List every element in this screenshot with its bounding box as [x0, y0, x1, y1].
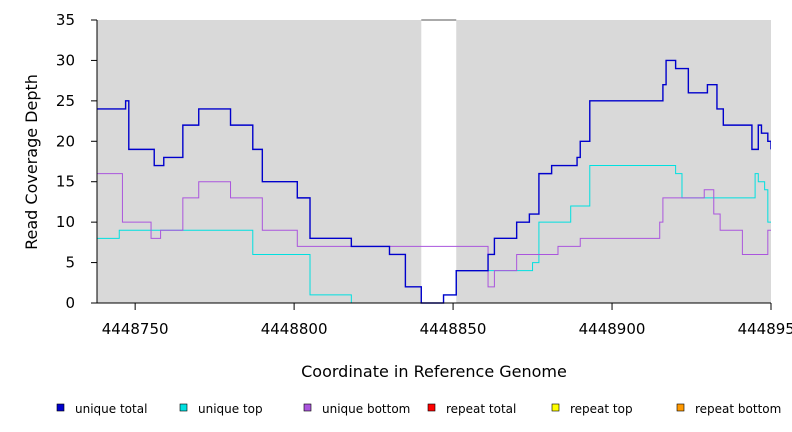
legend: unique total unique top unique bottom repea… — [56, 402, 781, 416]
x-tick-label: 4448850 — [420, 320, 487, 338]
x-tick-label: 4448900 — [579, 320, 646, 338]
legend-label-unique-total: unique total — [75, 402, 147, 416]
legend-label-repeat-top: repeat top — [570, 402, 633, 416]
y-tick-label: 10 — [56, 213, 75, 231]
legend-label-unique-top: unique top — [198, 402, 263, 416]
legend-swatch-repeat-bottom — [676, 403, 685, 412]
series-line-unique-bottom — [97, 173, 771, 288]
y-tick-label: 5 — [65, 254, 75, 272]
y-tick-label: 35 — [56, 11, 75, 29]
x-tick-label: 4448950 — [738, 320, 792, 338]
legend-label-repeat-total: repeat total — [446, 402, 516, 416]
plot-panel-right — [456, 20, 771, 303]
legend-label-unique-bottom: unique bottom — [322, 402, 410, 416]
legend-swatch-unique-top — [179, 403, 188, 412]
y-tick-label: 0 — [65, 294, 75, 312]
legend-label-repeat-bottom: repeat bottom — [695, 402, 781, 416]
legend-swatch-repeat-top — [551, 403, 560, 412]
series-line-unique-top — [97, 165, 771, 304]
axes: 0 5 10 15 20 25 30 35 4448750 4448800 4448850 44489… — [56, 11, 792, 338]
y-tick-label: 30 — [56, 51, 75, 69]
legend-swatch-unique-total — [56, 403, 65, 412]
x-tick-label: 4448750 — [102, 320, 169, 338]
y-axis-label: Read Coverage Depth — [22, 74, 41, 250]
y-tick-label: 25 — [56, 92, 75, 110]
plot-panel-left — [97, 20, 422, 303]
x-axis-label: Coordinate in Reference Genome — [301, 362, 567, 381]
legend-swatch-unique-bottom — [303, 403, 312, 412]
series-line-unique-total — [97, 59, 771, 304]
legend-swatch-repeat-total — [427, 403, 436, 412]
x-tick-label: 4448800 — [261, 320, 328, 338]
y-tick-label: 20 — [56, 132, 75, 150]
y-tick-label: 15 — [56, 173, 75, 191]
